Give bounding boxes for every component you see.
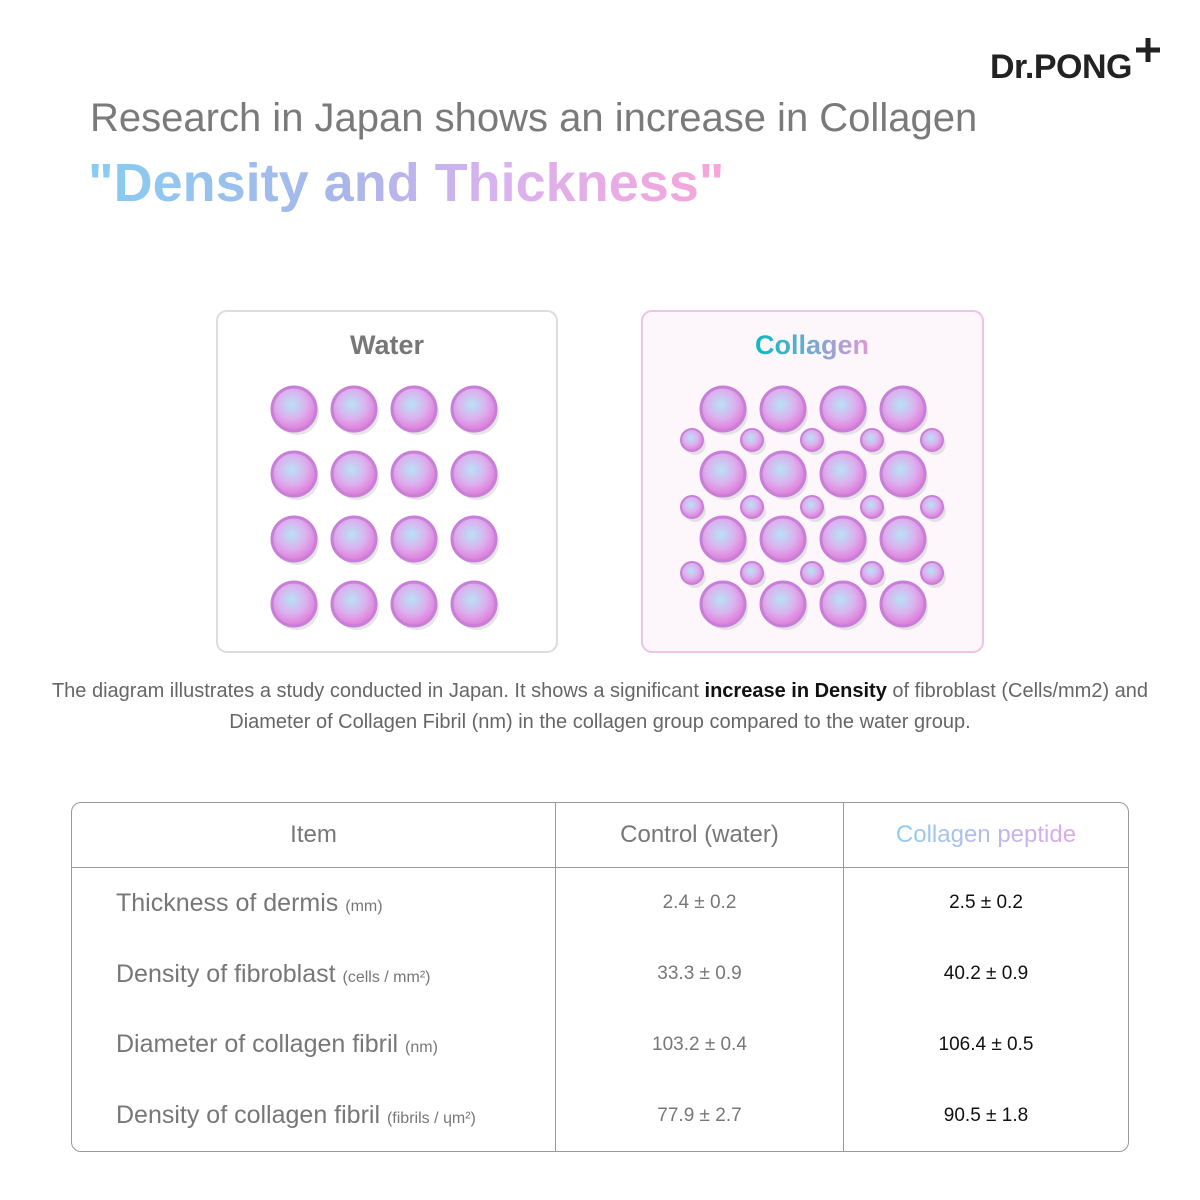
- bubble: [920, 428, 944, 452]
- item-name: Diameter of collagen fibril: [116, 1030, 399, 1059]
- header-cell: Control (water): [555, 803, 843, 868]
- bubble: [860, 561, 884, 585]
- table-row: Density of collagen fibril (fibrils / ɥm…: [72, 1080, 1128, 1151]
- bubble: [800, 561, 824, 585]
- collagen-cell: 106.4 ± 0.5: [843, 1009, 1128, 1081]
- bubble: [920, 561, 944, 585]
- bubble: [740, 495, 764, 519]
- bubble: [699, 515, 747, 563]
- bubble: [699, 450, 747, 498]
- bubble: [330, 385, 378, 433]
- bubble: [819, 450, 867, 498]
- bubble: [800, 428, 824, 452]
- collagen-cell: 2.5 ± 0.2: [843, 868, 1128, 939]
- bubble: [759, 580, 807, 628]
- table-row: Density of fibroblast (cells / mm²) 33.3 …: [72, 938, 1128, 1010]
- bubble: [819, 385, 867, 433]
- collagen-cell: 40.2 ± 0.9: [843, 938, 1128, 1010]
- logo-plus: [1136, 38, 1160, 62]
- item-unit: (mm): [345, 897, 383, 915]
- bubble: [390, 515, 438, 563]
- item-name: Density of fibroblast: [116, 959, 336, 988]
- bubble: [879, 515, 927, 563]
- bubble: [740, 561, 764, 585]
- bubble: [270, 385, 318, 433]
- collagen-cell: 90.5 ± 1.8: [843, 1080, 1128, 1151]
- bubble: [879, 385, 927, 433]
- control-cell: 77.9 ± 2.7: [555, 1080, 843, 1151]
- bubble: [680, 428, 704, 452]
- collagen-panel: [641, 310, 984, 653]
- item-unit: (nm): [405, 1039, 438, 1057]
- item-cell: Density of collagen fibril (fibrils / ɥm…: [72, 1080, 555, 1151]
- control-cell: 2.4 ± 0.2: [555, 868, 843, 939]
- bubble: [800, 495, 824, 519]
- text: The diagram illustrates a study conducte…: [51, 680, 705, 702]
- bubble: [270, 450, 318, 498]
- bubble: [450, 450, 498, 498]
- table-row: Diameter of collagen fibril (nm) 103.2 ± …: [72, 1009, 1128, 1081]
- bubble: [390, 450, 438, 498]
- water-panel: [216, 310, 558, 653]
- bubble: [450, 515, 498, 563]
- item-name: Thickness of dermis: [116, 888, 339, 917]
- control-cell: 103.2 ± 0.4: [555, 1009, 843, 1081]
- bubble: [759, 515, 807, 563]
- item-name: Density of collagen fibril: [116, 1101, 381, 1130]
- bubble: [270, 580, 318, 628]
- item-cell: Density of fibroblast (cells / mm²): [72, 939, 555, 1010]
- logo: Dr.PONG: [990, 48, 1132, 86]
- description: The diagram illustrates a study conducte…: [40, 676, 1160, 738]
- bubble: [879, 450, 927, 498]
- bubble: [759, 450, 807, 498]
- bubble: [740, 428, 764, 452]
- bubble: [860, 495, 884, 519]
- bubble: [879, 580, 927, 628]
- title: Research in Japan shows an increase in C…: [90, 96, 978, 140]
- bubble: [330, 580, 378, 628]
- bubble: [819, 580, 867, 628]
- bubble: [390, 385, 438, 433]
- panel-label: Collagen: [642, 330, 982, 361]
- bubble: [450, 580, 498, 628]
- header-text: Collagen peptide: [895, 821, 1077, 848]
- item-cell: Thickness of dermis (mm): [72, 868, 555, 939]
- item-unit: (fibrils / ɥm²): [386, 1110, 476, 1128]
- item-unit: (cells / mm²): [342, 968, 431, 986]
- bubble: [330, 515, 378, 563]
- bubble: [270, 515, 318, 563]
- bubble: [680, 561, 704, 585]
- bubble: [699, 580, 747, 628]
- headline: "Density and Thickness": [88, 153, 725, 213]
- bubble: [819, 515, 867, 563]
- bubble: [920, 495, 944, 519]
- panel-label: Water: [349, 330, 424, 360]
- header-cell: Collagen peptide: [843, 803, 1128, 868]
- text: of fibroblast (Cells/mm2) and Diameter o…: [229, 680, 1149, 733]
- bubble: [699, 385, 747, 433]
- table-row: Thickness of dermis (mm) 2.4 ± 0.2 2.5 ± 0…: [72, 868, 1128, 939]
- bubble: [390, 580, 438, 628]
- header-cell: Item: [72, 803, 555, 868]
- control-cell: 33.3 ± 0.9: [555, 938, 843, 1010]
- bubble: [759, 385, 807, 433]
- bubble: [680, 495, 704, 519]
- highlight: increase in Density: [704, 680, 887, 702]
- item-cell: Diameter of collagen fibril (nm): [72, 1010, 555, 1081]
- results-table: Item Control (water) Collagen peptide Th…: [71, 802, 1129, 1152]
- bubble: [330, 450, 378, 498]
- bubble: [450, 385, 498, 433]
- bubble: [860, 428, 884, 452]
